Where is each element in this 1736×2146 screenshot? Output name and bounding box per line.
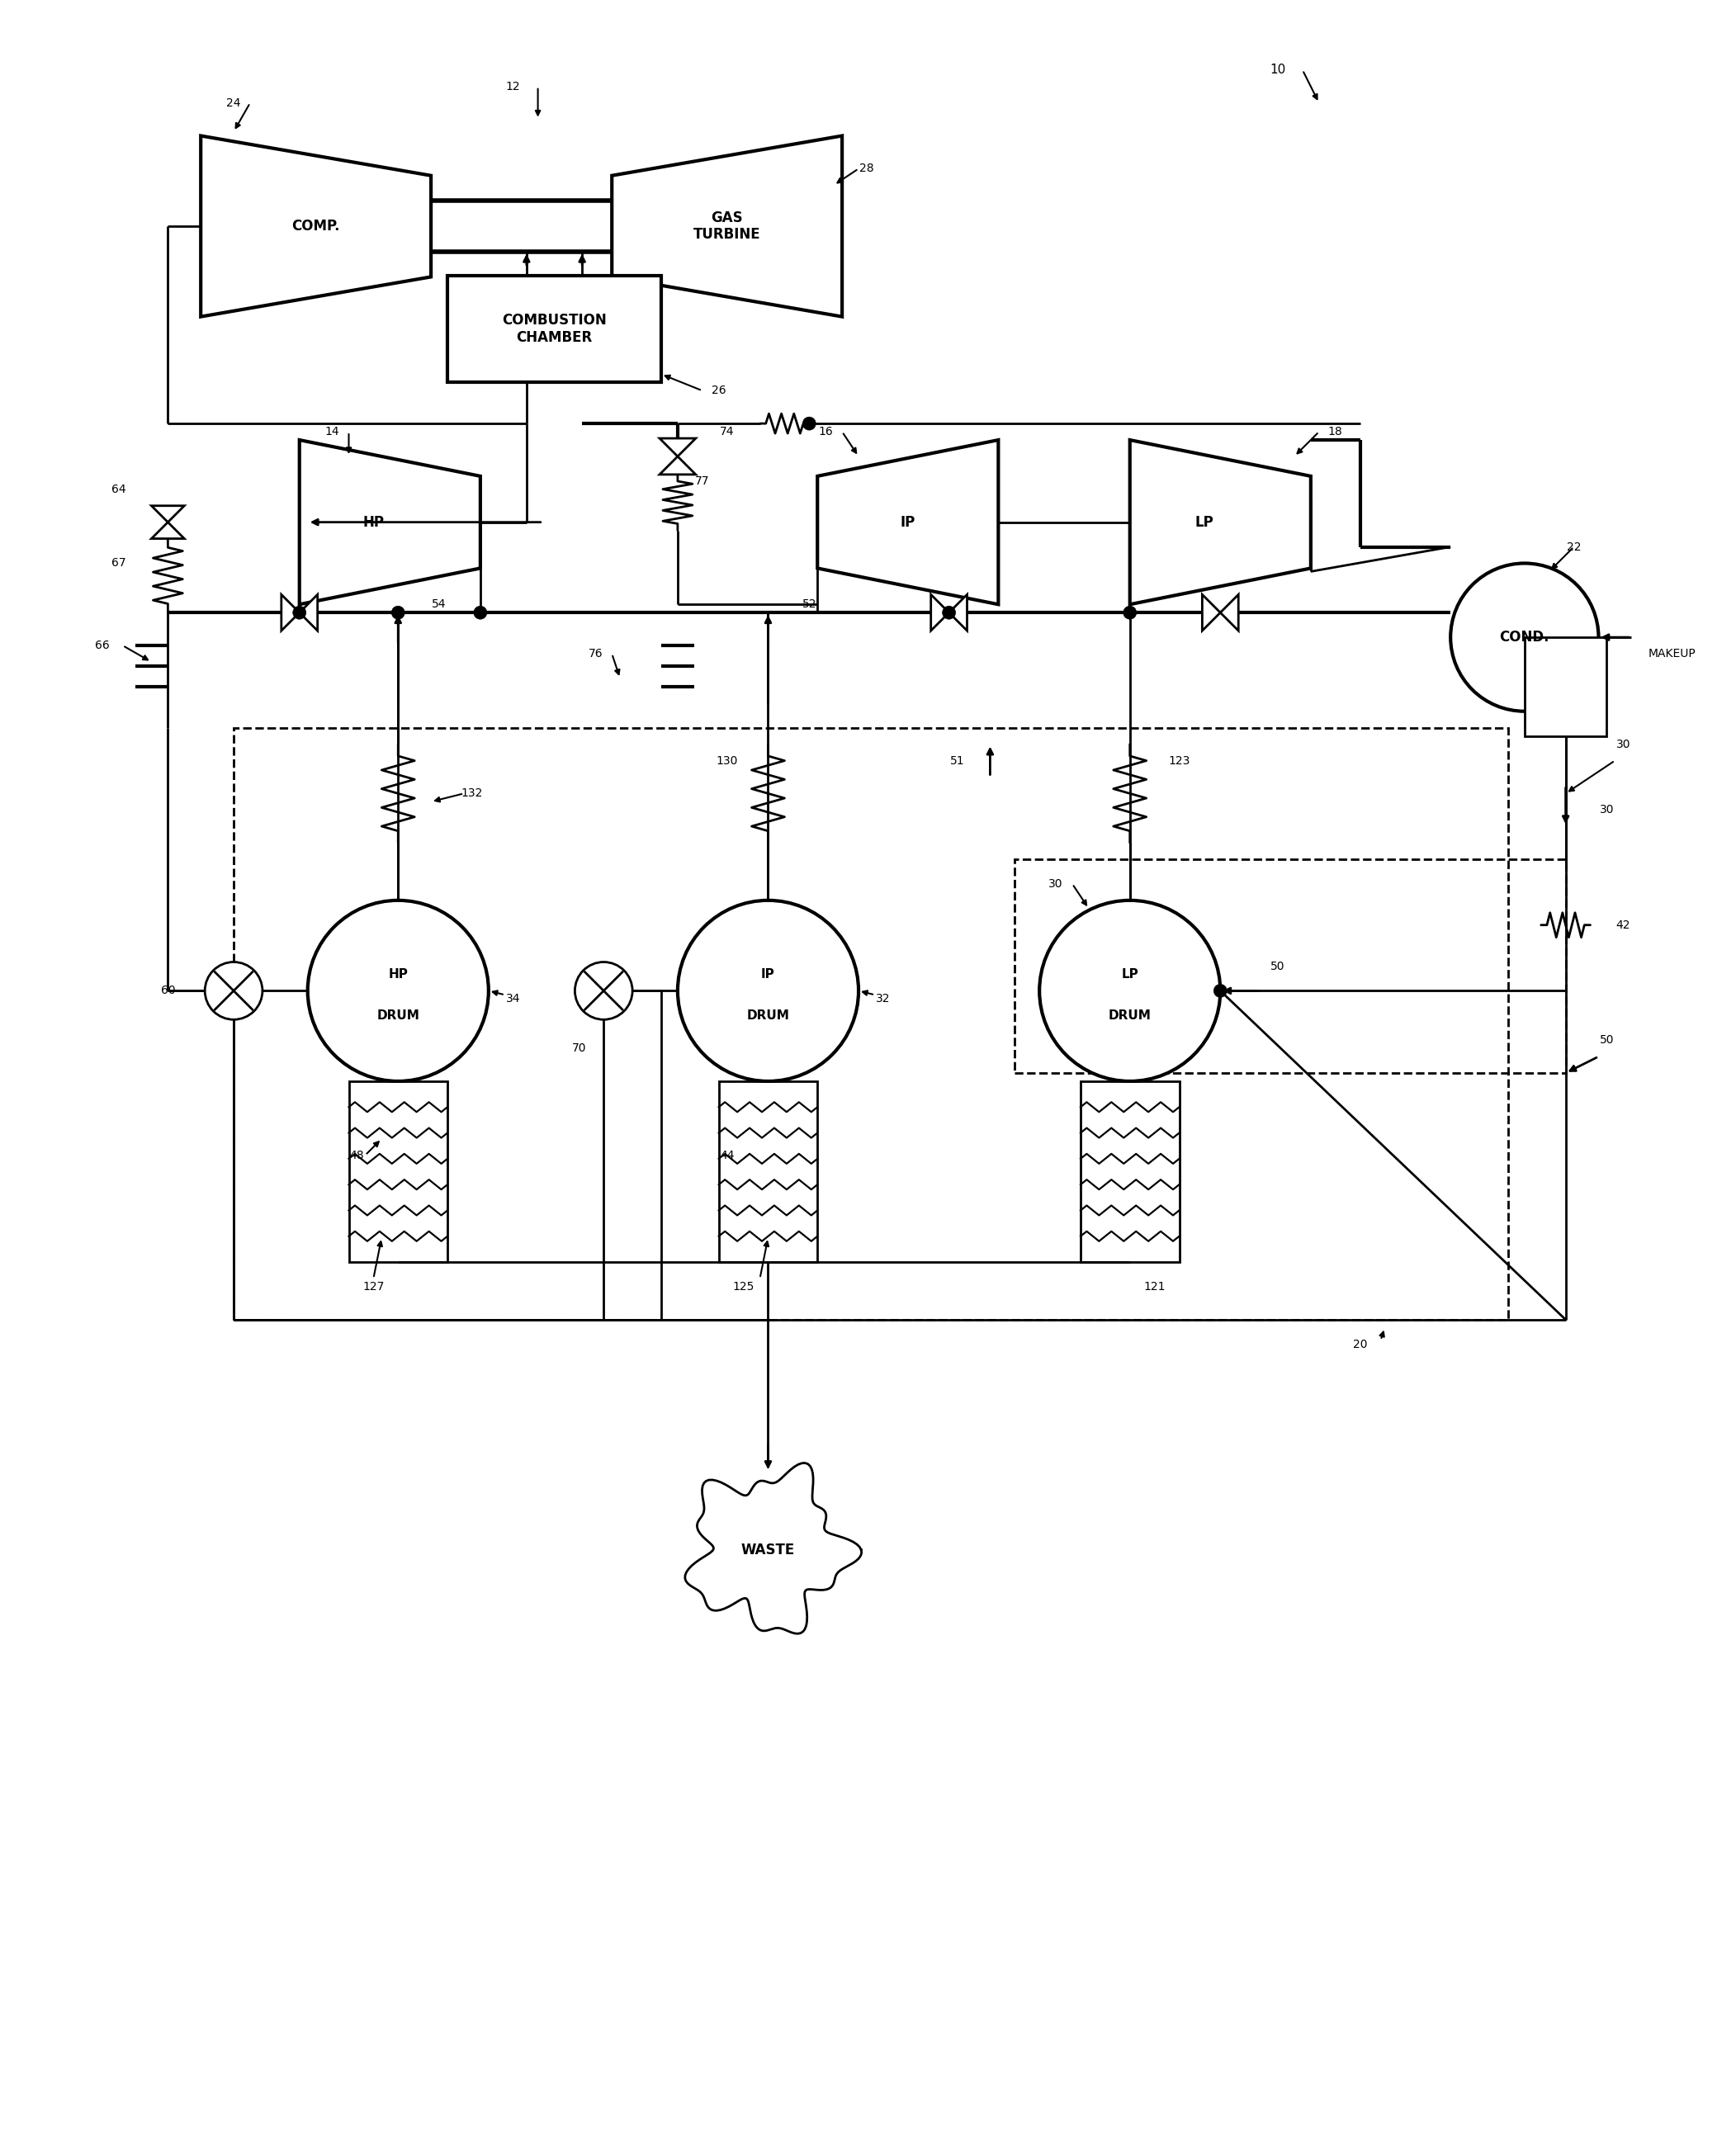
- Circle shape: [1123, 605, 1137, 620]
- Text: 50: 50: [1599, 1034, 1614, 1045]
- Circle shape: [677, 901, 859, 1082]
- Text: 30: 30: [1616, 738, 1630, 749]
- Circle shape: [943, 605, 955, 620]
- Text: IP: IP: [901, 515, 915, 530]
- Text: 77: 77: [694, 474, 710, 487]
- Bar: [349, 1082, 448, 1262]
- Circle shape: [307, 901, 488, 1082]
- Text: 44: 44: [720, 1150, 734, 1161]
- Bar: [1524, 637, 1608, 736]
- Polygon shape: [1220, 594, 1238, 631]
- Circle shape: [1451, 562, 1599, 710]
- Text: LP: LP: [1121, 968, 1139, 981]
- Text: COND.: COND.: [1500, 631, 1550, 644]
- Text: 60: 60: [161, 985, 175, 996]
- Text: 52: 52: [802, 599, 816, 609]
- Circle shape: [474, 605, 486, 620]
- Bar: [448, 275, 661, 382]
- Text: 76: 76: [589, 648, 602, 659]
- Polygon shape: [930, 594, 950, 631]
- Text: 28: 28: [859, 163, 873, 174]
- Polygon shape: [281, 594, 299, 631]
- Text: 121: 121: [1144, 1281, 1165, 1292]
- Text: 74: 74: [720, 425, 734, 438]
- Circle shape: [205, 961, 262, 1019]
- Text: 14: 14: [325, 425, 340, 438]
- Text: HP: HP: [363, 515, 384, 530]
- Text: 26: 26: [712, 384, 726, 397]
- Polygon shape: [299, 594, 318, 631]
- Circle shape: [802, 416, 816, 429]
- Bar: [1016, 858, 1566, 1073]
- Text: 12: 12: [505, 82, 521, 92]
- Text: 51: 51: [950, 755, 965, 766]
- Text: 48: 48: [349, 1150, 365, 1161]
- Text: GAS
TURBINE: GAS TURBINE: [693, 210, 760, 242]
- Text: LP: LP: [1194, 515, 1213, 530]
- Text: 66: 66: [95, 640, 109, 650]
- Text: 64: 64: [111, 483, 125, 496]
- Text: MAKEUP: MAKEUP: [1647, 648, 1696, 659]
- Text: DRUM: DRUM: [1109, 1009, 1151, 1021]
- Bar: [719, 1082, 818, 1262]
- Text: 30: 30: [1049, 878, 1062, 891]
- Text: 132: 132: [462, 788, 483, 798]
- Text: 67: 67: [111, 558, 125, 569]
- Text: 125: 125: [733, 1281, 755, 1292]
- Polygon shape: [1130, 440, 1311, 605]
- Text: 34: 34: [505, 994, 521, 1004]
- Circle shape: [575, 961, 632, 1019]
- Polygon shape: [686, 1464, 861, 1633]
- Text: COMBUSTION
CHAMBER: COMBUSTION CHAMBER: [502, 313, 606, 346]
- Polygon shape: [201, 135, 431, 318]
- Text: 10: 10: [1271, 64, 1286, 77]
- Polygon shape: [660, 457, 696, 474]
- Polygon shape: [950, 594, 967, 631]
- Text: 70: 70: [571, 1043, 587, 1054]
- Polygon shape: [818, 440, 998, 605]
- Text: IP: IP: [760, 968, 774, 981]
- Text: 127: 127: [363, 1281, 384, 1292]
- Text: 32: 32: [877, 994, 891, 1004]
- Text: DRUM: DRUM: [377, 1009, 420, 1021]
- Polygon shape: [151, 506, 184, 521]
- Circle shape: [392, 605, 404, 620]
- Circle shape: [1213, 985, 1227, 998]
- Bar: [234, 727, 1509, 1320]
- Polygon shape: [299, 440, 481, 605]
- Polygon shape: [660, 438, 696, 457]
- Text: 20: 20: [1352, 1339, 1368, 1350]
- Polygon shape: [151, 521, 184, 539]
- Polygon shape: [1203, 594, 1220, 631]
- Text: 42: 42: [1616, 918, 1630, 931]
- Text: 24: 24: [226, 97, 241, 109]
- Text: 123: 123: [1168, 755, 1191, 766]
- Text: 54: 54: [432, 599, 446, 609]
- Text: 50: 50: [1271, 961, 1285, 972]
- Text: 130: 130: [717, 755, 738, 766]
- Circle shape: [1040, 901, 1220, 1082]
- Text: DRUM: DRUM: [746, 1009, 790, 1021]
- Text: 18: 18: [1328, 425, 1342, 438]
- Text: WASTE: WASTE: [741, 1543, 795, 1558]
- Circle shape: [293, 605, 306, 620]
- Text: 30: 30: [1599, 805, 1614, 815]
- Bar: [1080, 1082, 1179, 1262]
- Text: COMP.: COMP.: [292, 219, 340, 234]
- Text: HP: HP: [389, 968, 408, 981]
- Polygon shape: [611, 135, 842, 318]
- Text: 16: 16: [818, 425, 833, 438]
- Text: 22: 22: [1566, 541, 1581, 554]
